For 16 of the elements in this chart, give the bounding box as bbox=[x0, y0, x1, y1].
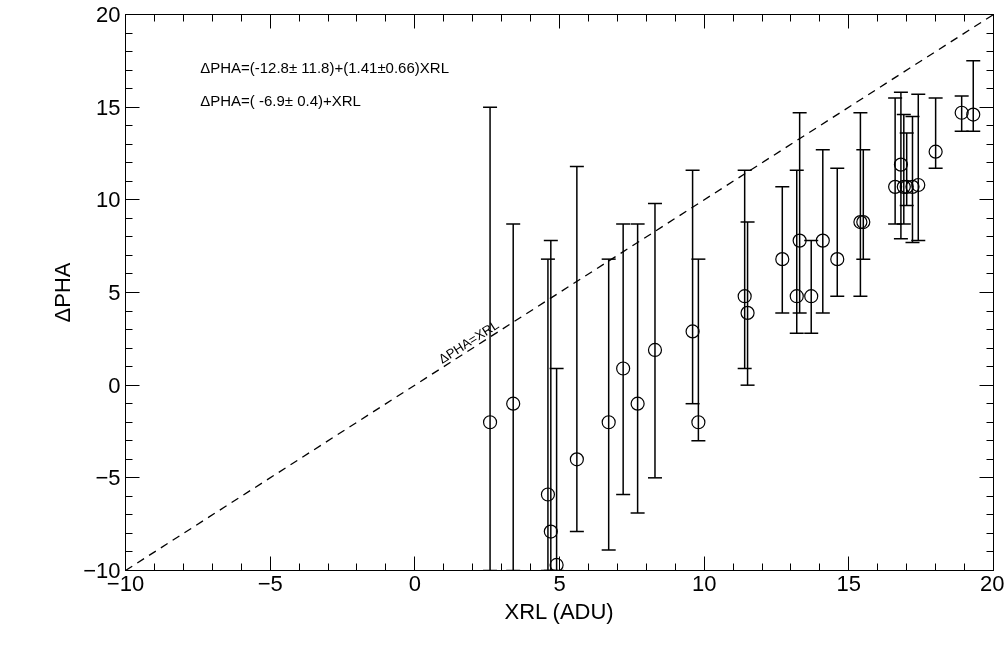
y-tick-label: 10 bbox=[96, 187, 121, 213]
x-tick-label: −5 bbox=[257, 570, 283, 596]
x-tick-label: 10 bbox=[691, 570, 717, 596]
x-axis-title: XRL (ADU) bbox=[504, 598, 614, 624]
y-tick-label: 0 bbox=[108, 372, 121, 398]
x-tick-label: 20 bbox=[980, 570, 1004, 596]
annotation: ΔPHA=(-12.8± 11.8)+(1.41±0.66)XRL bbox=[200, 58, 449, 76]
y-axis-title: ΔPHA bbox=[50, 262, 76, 323]
x-tick-label: 5 bbox=[553, 570, 566, 596]
x-tick-label: 0 bbox=[408, 570, 421, 596]
y-tick-label: 20 bbox=[96, 2, 121, 27]
annotation: ΔPHA=( -6.9± 0.4)+XRL bbox=[200, 92, 361, 110]
x-tick-label: 15 bbox=[836, 570, 862, 596]
y-tick-label: −5 bbox=[95, 465, 121, 491]
y-tick-label: 5 bbox=[108, 280, 121, 305]
y-tick-label: 15 bbox=[96, 94, 121, 120]
